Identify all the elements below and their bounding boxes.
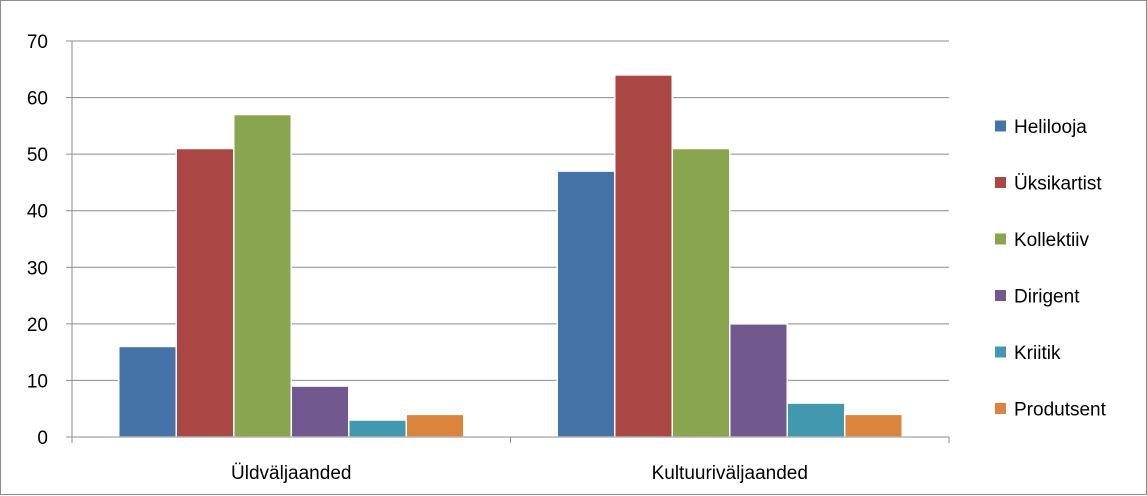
- x-axis-category-labels: Üldväljaanded Kultuuriväljaanded: [231, 463, 808, 484]
- bar-üksikartist-2: [614, 74, 673, 438]
- legend-swatch: [995, 290, 1006, 301]
- bar-kriitik-2: [786, 402, 846, 438]
- bar-kollektiiv-2: [671, 147, 731, 438]
- bar-dirigent-2: [729, 323, 788, 438]
- legend-label: Helilooja: [1014, 117, 1087, 138]
- y-axis-tick-labels: 0 10 20 30 40 50 60 70: [27, 32, 48, 449]
- bar-helilooja-2: [556, 170, 616, 438]
- x-category-label: Kultuuriväljaanded: [652, 463, 808, 484]
- bars: [118, 74, 903, 438]
- legend: Helilooja Üksikartist Kollektiiv Dirigent Kr…: [995, 117, 1107, 421]
- bar-dirigent-1: [290, 385, 350, 438]
- y-tick-label: 50: [27, 145, 48, 166]
- legend-label: Kollektiiv: [1014, 230, 1089, 251]
- legend-swatch: [995, 233, 1006, 245]
- legend-swatch: [995, 403, 1006, 414]
- axes: [66, 40, 950, 443]
- y-tick-label: 30: [27, 258, 48, 279]
- legend-swatch: [995, 177, 1006, 188]
- legend-label: Dirigent: [1014, 287, 1080, 308]
- legend-label: Üksikartist: [1014, 174, 1102, 195]
- bar-kriitik-1: [348, 419, 407, 438]
- bar-kollektiiv-1: [233, 113, 292, 438]
- x-category-label: Üldväljaanded: [231, 463, 351, 484]
- bar-produtsent-1: [405, 413, 465, 438]
- y-tick-label: 10: [27, 371, 48, 392]
- legend-label: Produtsent: [1014, 400, 1107, 421]
- bar-produtsent-2: [844, 413, 903, 438]
- bar-helilooja-1: [118, 345, 177, 438]
- y-tick-label: 60: [27, 89, 48, 110]
- y-tick-label: 40: [27, 202, 48, 223]
- y-tick-label: 0: [37, 428, 48, 449]
- legend-swatch: [995, 346, 1006, 358]
- bar-üksikartist-1: [175, 147, 235, 438]
- legend-swatch: [995, 120, 1006, 132]
- legend-label: Kriitik: [1014, 343, 1061, 364]
- y-tick-label: 70: [27, 32, 48, 53]
- y-tick-label: 20: [27, 315, 48, 336]
